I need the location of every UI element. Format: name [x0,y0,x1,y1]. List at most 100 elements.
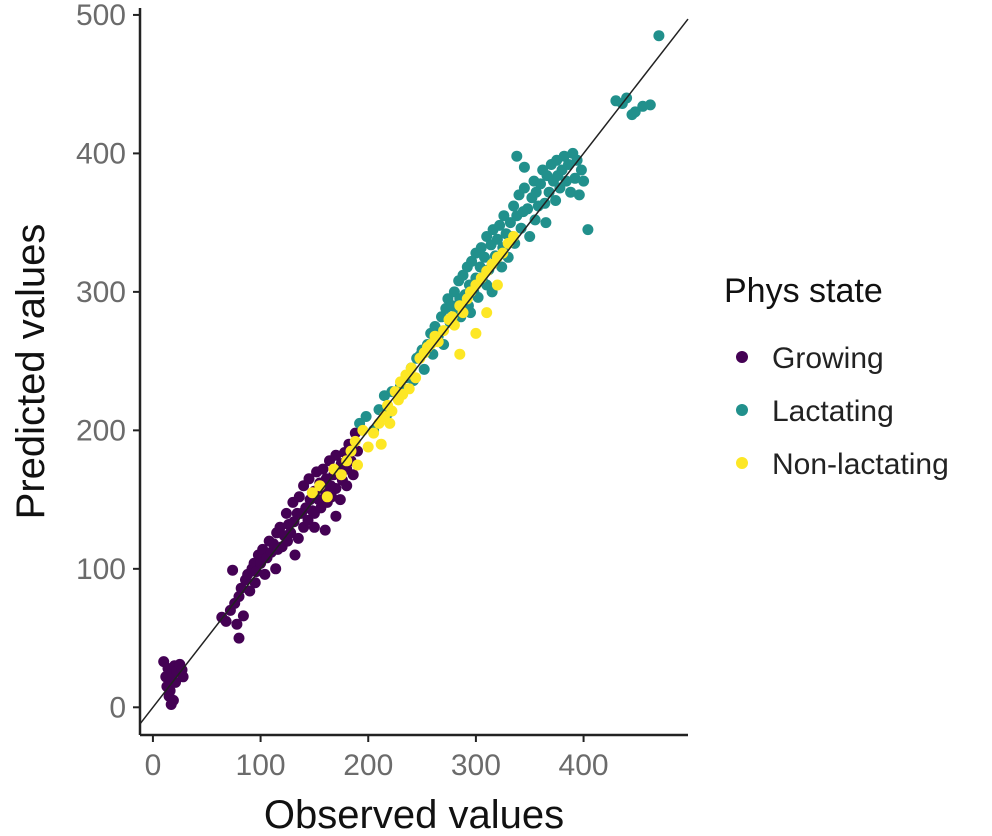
legend-swatch [736,351,748,363]
point-lactating [522,203,534,215]
point-lactating [508,200,520,212]
point-growing [177,671,189,683]
point-growing [330,510,342,522]
point-lactating [504,217,516,229]
point-lactating [475,242,487,254]
point-non-lactating [306,487,318,499]
point-lactating [472,291,484,303]
x-tick-label: 200 [343,749,393,782]
point-lactating [575,164,587,176]
point-non-lactating [508,231,520,242]
point-non-lactating [341,455,353,467]
point-lactating [535,178,546,190]
y-tick-label: 100 [76,553,126,586]
y-tick-label: 0 [109,691,126,724]
legend-swatch [736,457,748,469]
points-layer [158,30,665,710]
point-growing [274,521,286,533]
point-non-lactating [352,459,363,471]
point-lactating [479,251,490,263]
point-non-lactating [384,417,396,429]
point-lactating [563,159,574,170]
point-lactating [496,261,508,273]
point-lactating [573,189,585,201]
y-axis-ticks: 0 100 200 300 400 500 [76,0,140,724]
point-lactating [494,219,506,231]
point-lactating [569,172,581,184]
y-tick-label: 300 [76,276,126,309]
x-tick-label: 100 [236,749,286,782]
point-growing [270,563,282,575]
x-tick-label: 400 [559,749,609,782]
point-growing [292,532,304,544]
point-growing [167,694,179,706]
point-growing [227,564,239,576]
x-axis-ticks: 0 100 200 300 400 [145,735,609,782]
y-tick-label: 400 [76,137,126,170]
legend-label: Growing [772,342,884,375]
point-growing [231,618,243,630]
point-lactating [582,224,594,236]
point-lactating [540,217,552,229]
point-growing [293,491,305,503]
legend-label: Non-lactating [772,448,949,481]
point-growing [237,610,249,622]
point-growing [302,514,314,526]
point-lactating [481,231,493,242]
point-growing [330,483,342,494]
point-non-lactating [362,441,374,453]
point-lactating [498,210,510,222]
legend-swatch [736,404,748,416]
y-tick-label: 500 [76,0,126,32]
point-lactating [644,99,656,111]
point-growing [334,494,346,506]
point-growing [285,527,297,539]
point-non-lactating [386,405,398,417]
point-non-lactating [403,383,415,395]
point-non-lactating [375,438,387,450]
point-growing [280,507,292,519]
point-non-lactating [368,427,380,439]
point-non-lactating [410,372,422,384]
point-growing [257,543,269,555]
point-lactating [518,182,530,194]
point-growing [249,577,261,589]
point-growing [220,615,232,627]
point-non-lactating [321,491,333,503]
x-tick-label: 300 [451,749,501,782]
point-lactating [518,161,530,173]
y-tick-label: 200 [76,414,126,447]
point-lactating [524,231,536,242]
point-non-lactating [335,469,347,481]
point-growing [161,681,173,692]
point-growing [341,480,353,492]
point-non-lactating [405,362,417,374]
point-non-lactating [497,247,509,259]
point-growing [244,585,256,597]
point-growing [308,521,320,533]
x-axis-title: Observed values [264,793,564,836]
point-lactating [491,233,503,245]
point-non-lactating [470,327,482,339]
point-non-lactating [491,279,503,291]
point-growing [319,524,331,536]
axes: 0 100 200 300 400 500 0 100 200 300 400 [76,0,688,782]
point-lactating [466,255,478,267]
legend-label: Lactating [772,395,894,428]
point-lactating [529,214,541,226]
point-non-lactating [314,480,326,492]
point-lactating [530,186,542,198]
legend-items: Growing Lactating Non-lactating [736,342,949,481]
point-non-lactating [457,307,469,319]
plot-area [139,18,689,725]
point-growing [289,549,301,561]
point-lactating [360,411,372,422]
point-lactating [418,363,430,375]
point-lactating [446,300,458,312]
point-growing [233,632,245,644]
point-lactating [429,321,441,332]
point-growing [170,676,181,688]
legend-title: Phys state [724,272,883,310]
point-lactating [565,186,577,198]
x-tick-label: 0 [145,749,162,782]
